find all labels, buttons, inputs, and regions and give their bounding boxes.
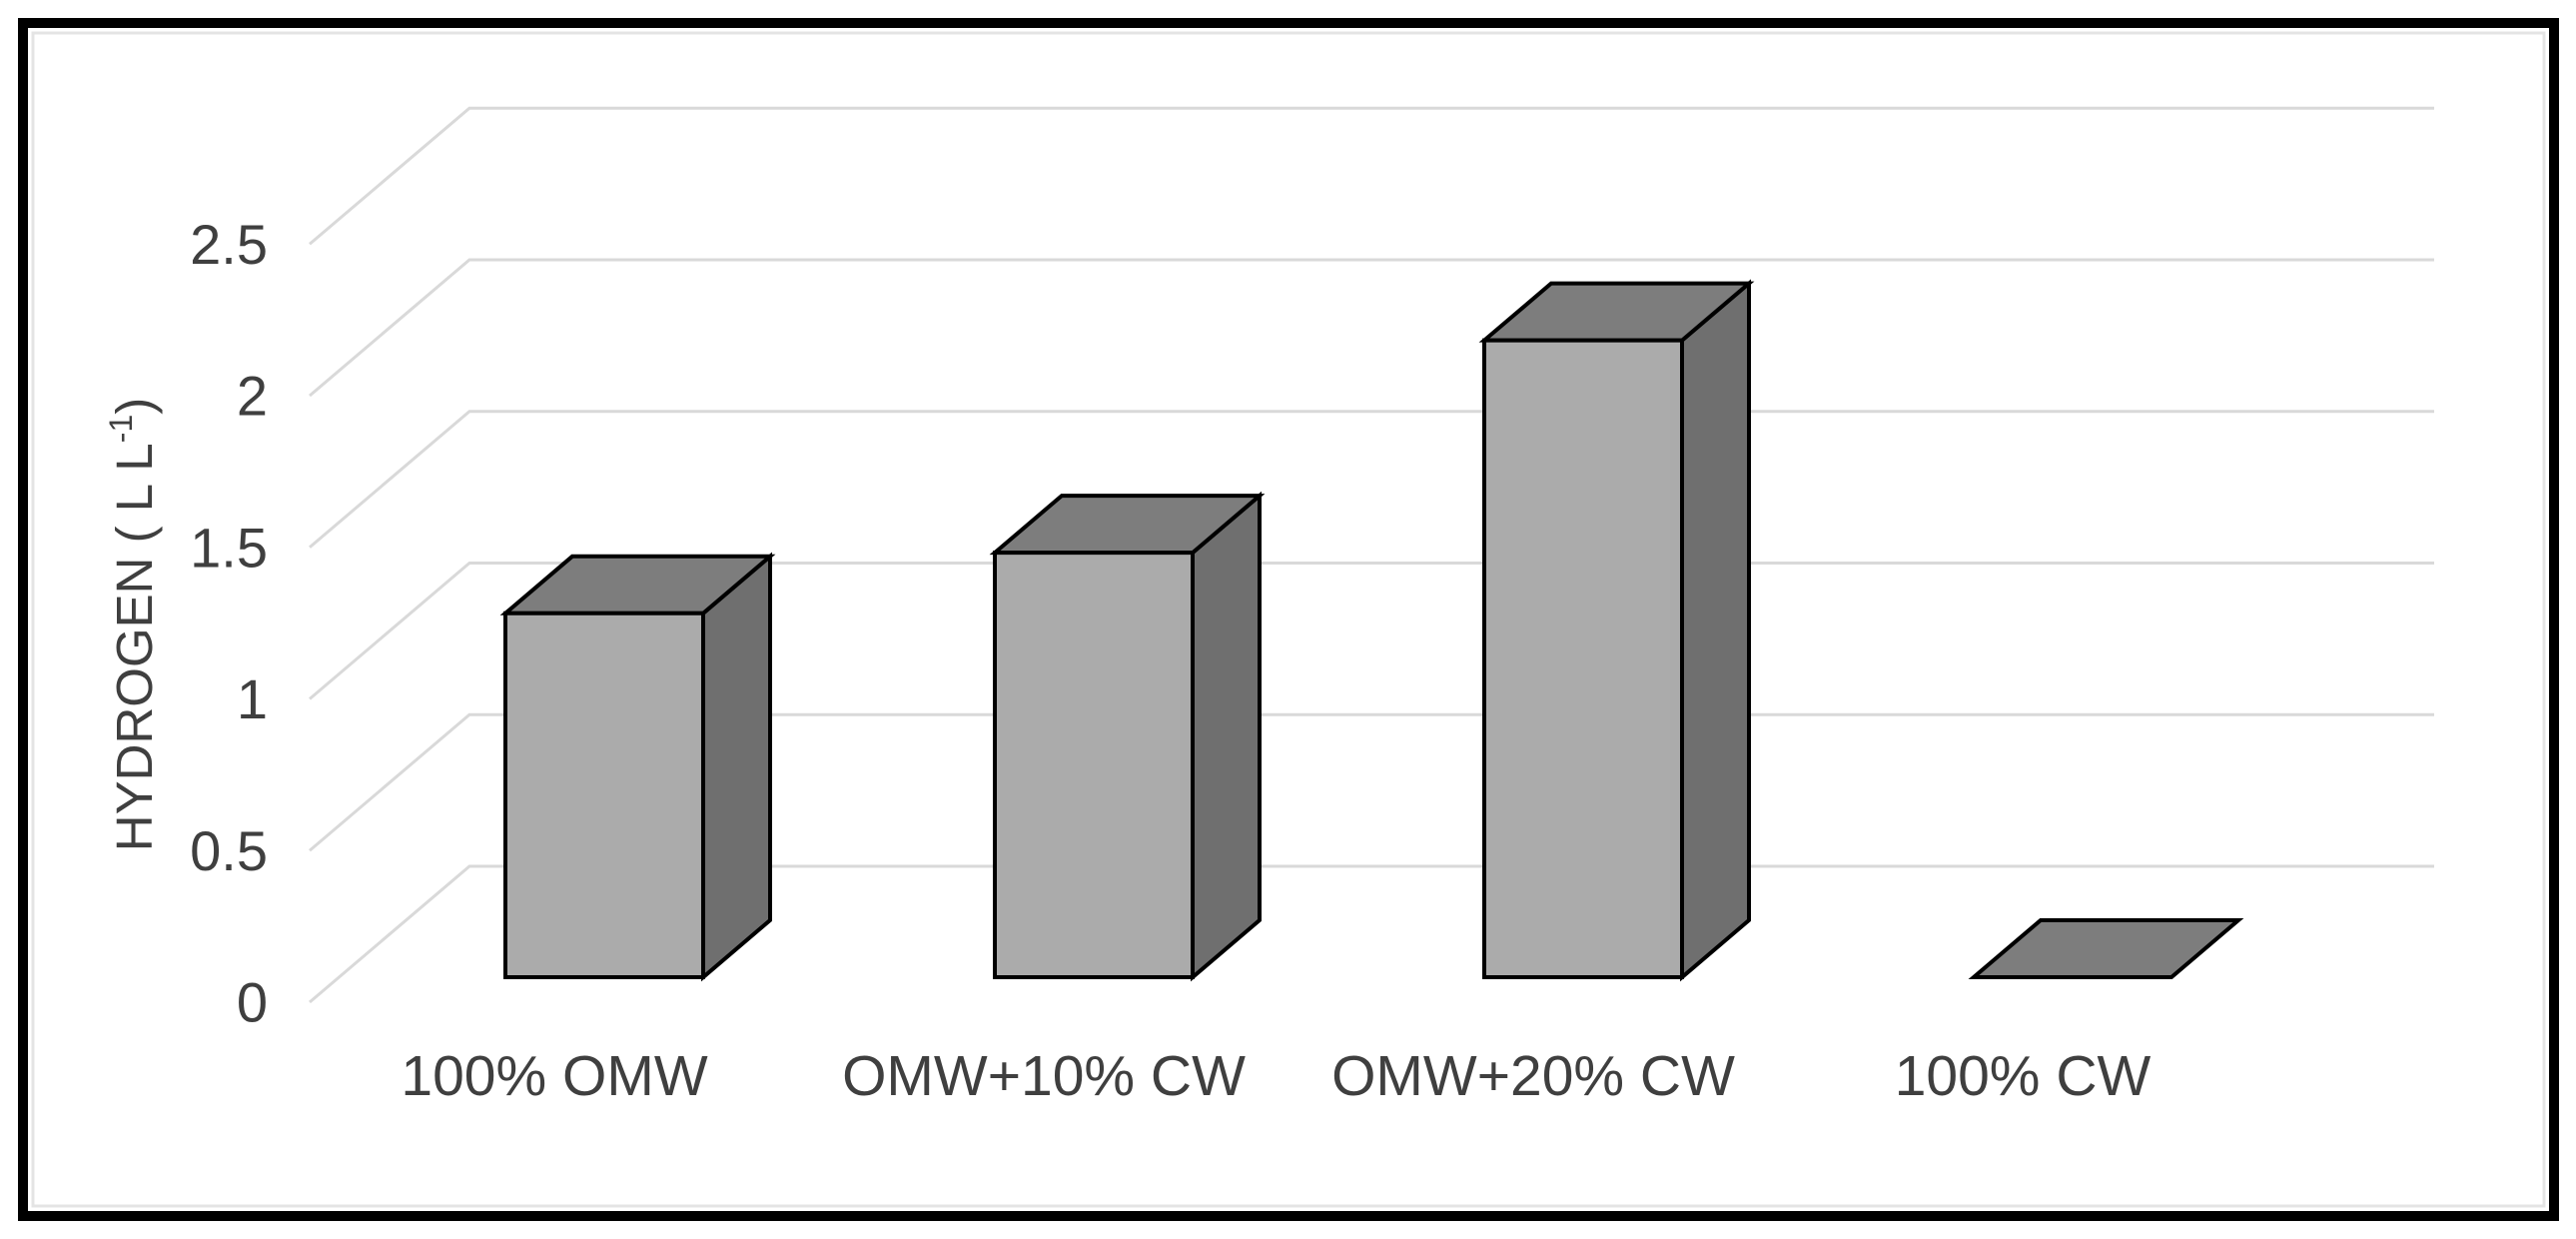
y-axis-tick-labels: 0 0.5 1 1.5 2 2.5: [190, 213, 268, 1034]
bar-front-face: [993, 551, 1195, 979]
x-axis-category-labels: 100% OMW OMW+10% CW OMW+20% CW 100% CW: [401, 1044, 2150, 1108]
bar-omw-20-cw: [1478, 279, 1755, 982]
y-tick-label: 0.5: [190, 819, 268, 882]
bar-flat-top-face: [1968, 918, 2244, 979]
category-label-100-omw: 100% OMW: [401, 1044, 707, 1108]
y-axis-title-close-paren: ): [106, 398, 163, 415]
gridline-1: [309, 562, 2434, 700]
bar-side-face: [1191, 491, 1262, 982]
gridline-2-5: [309, 106, 2434, 246]
bar-omw-10-cw: [989, 491, 1266, 982]
figure-frame-border: [18, 18, 2559, 1221]
gridline-1-5: [309, 410, 2434, 549]
y-axis-title-superscript: -1: [103, 415, 139, 443]
y-tick-label: 2.5: [190, 213, 268, 276]
bar-side-face: [701, 552, 772, 982]
y-axis-title: HYDROGEN ( L L-1): [103, 398, 163, 851]
bar-100-cw: [1968, 918, 2244, 979]
gridline-2: [309, 258, 2434, 398]
y-tick-label: 1.5: [190, 516, 268, 579]
gridlines: [309, 106, 2434, 1004]
category-label-omw-20-cw: OMW+20% CW: [1331, 1044, 1735, 1108]
gridline-0: [309, 864, 2434, 1004]
y-tick-label: 2: [237, 365, 268, 428]
category-label-omw-10-cw: OMW+10% CW: [842, 1044, 1246, 1108]
bar-front-face: [503, 611, 705, 979]
y-tick-label: 0: [237, 971, 268, 1034]
bar-side-face: [1680, 279, 1751, 982]
bar-100-omw: [499, 552, 776, 982]
bar-front-face: [1482, 338, 1684, 979]
category-label-100-cw: 100% CW: [1895, 1044, 2151, 1108]
bars: [499, 279, 2244, 982]
gridline-0-5: [309, 712, 2434, 852]
y-tick-label: 1: [237, 667, 268, 730]
frame-inner-edge: [31, 31, 2546, 1208]
y-axis-title-base: HYDROGEN ( L L: [106, 443, 163, 851]
